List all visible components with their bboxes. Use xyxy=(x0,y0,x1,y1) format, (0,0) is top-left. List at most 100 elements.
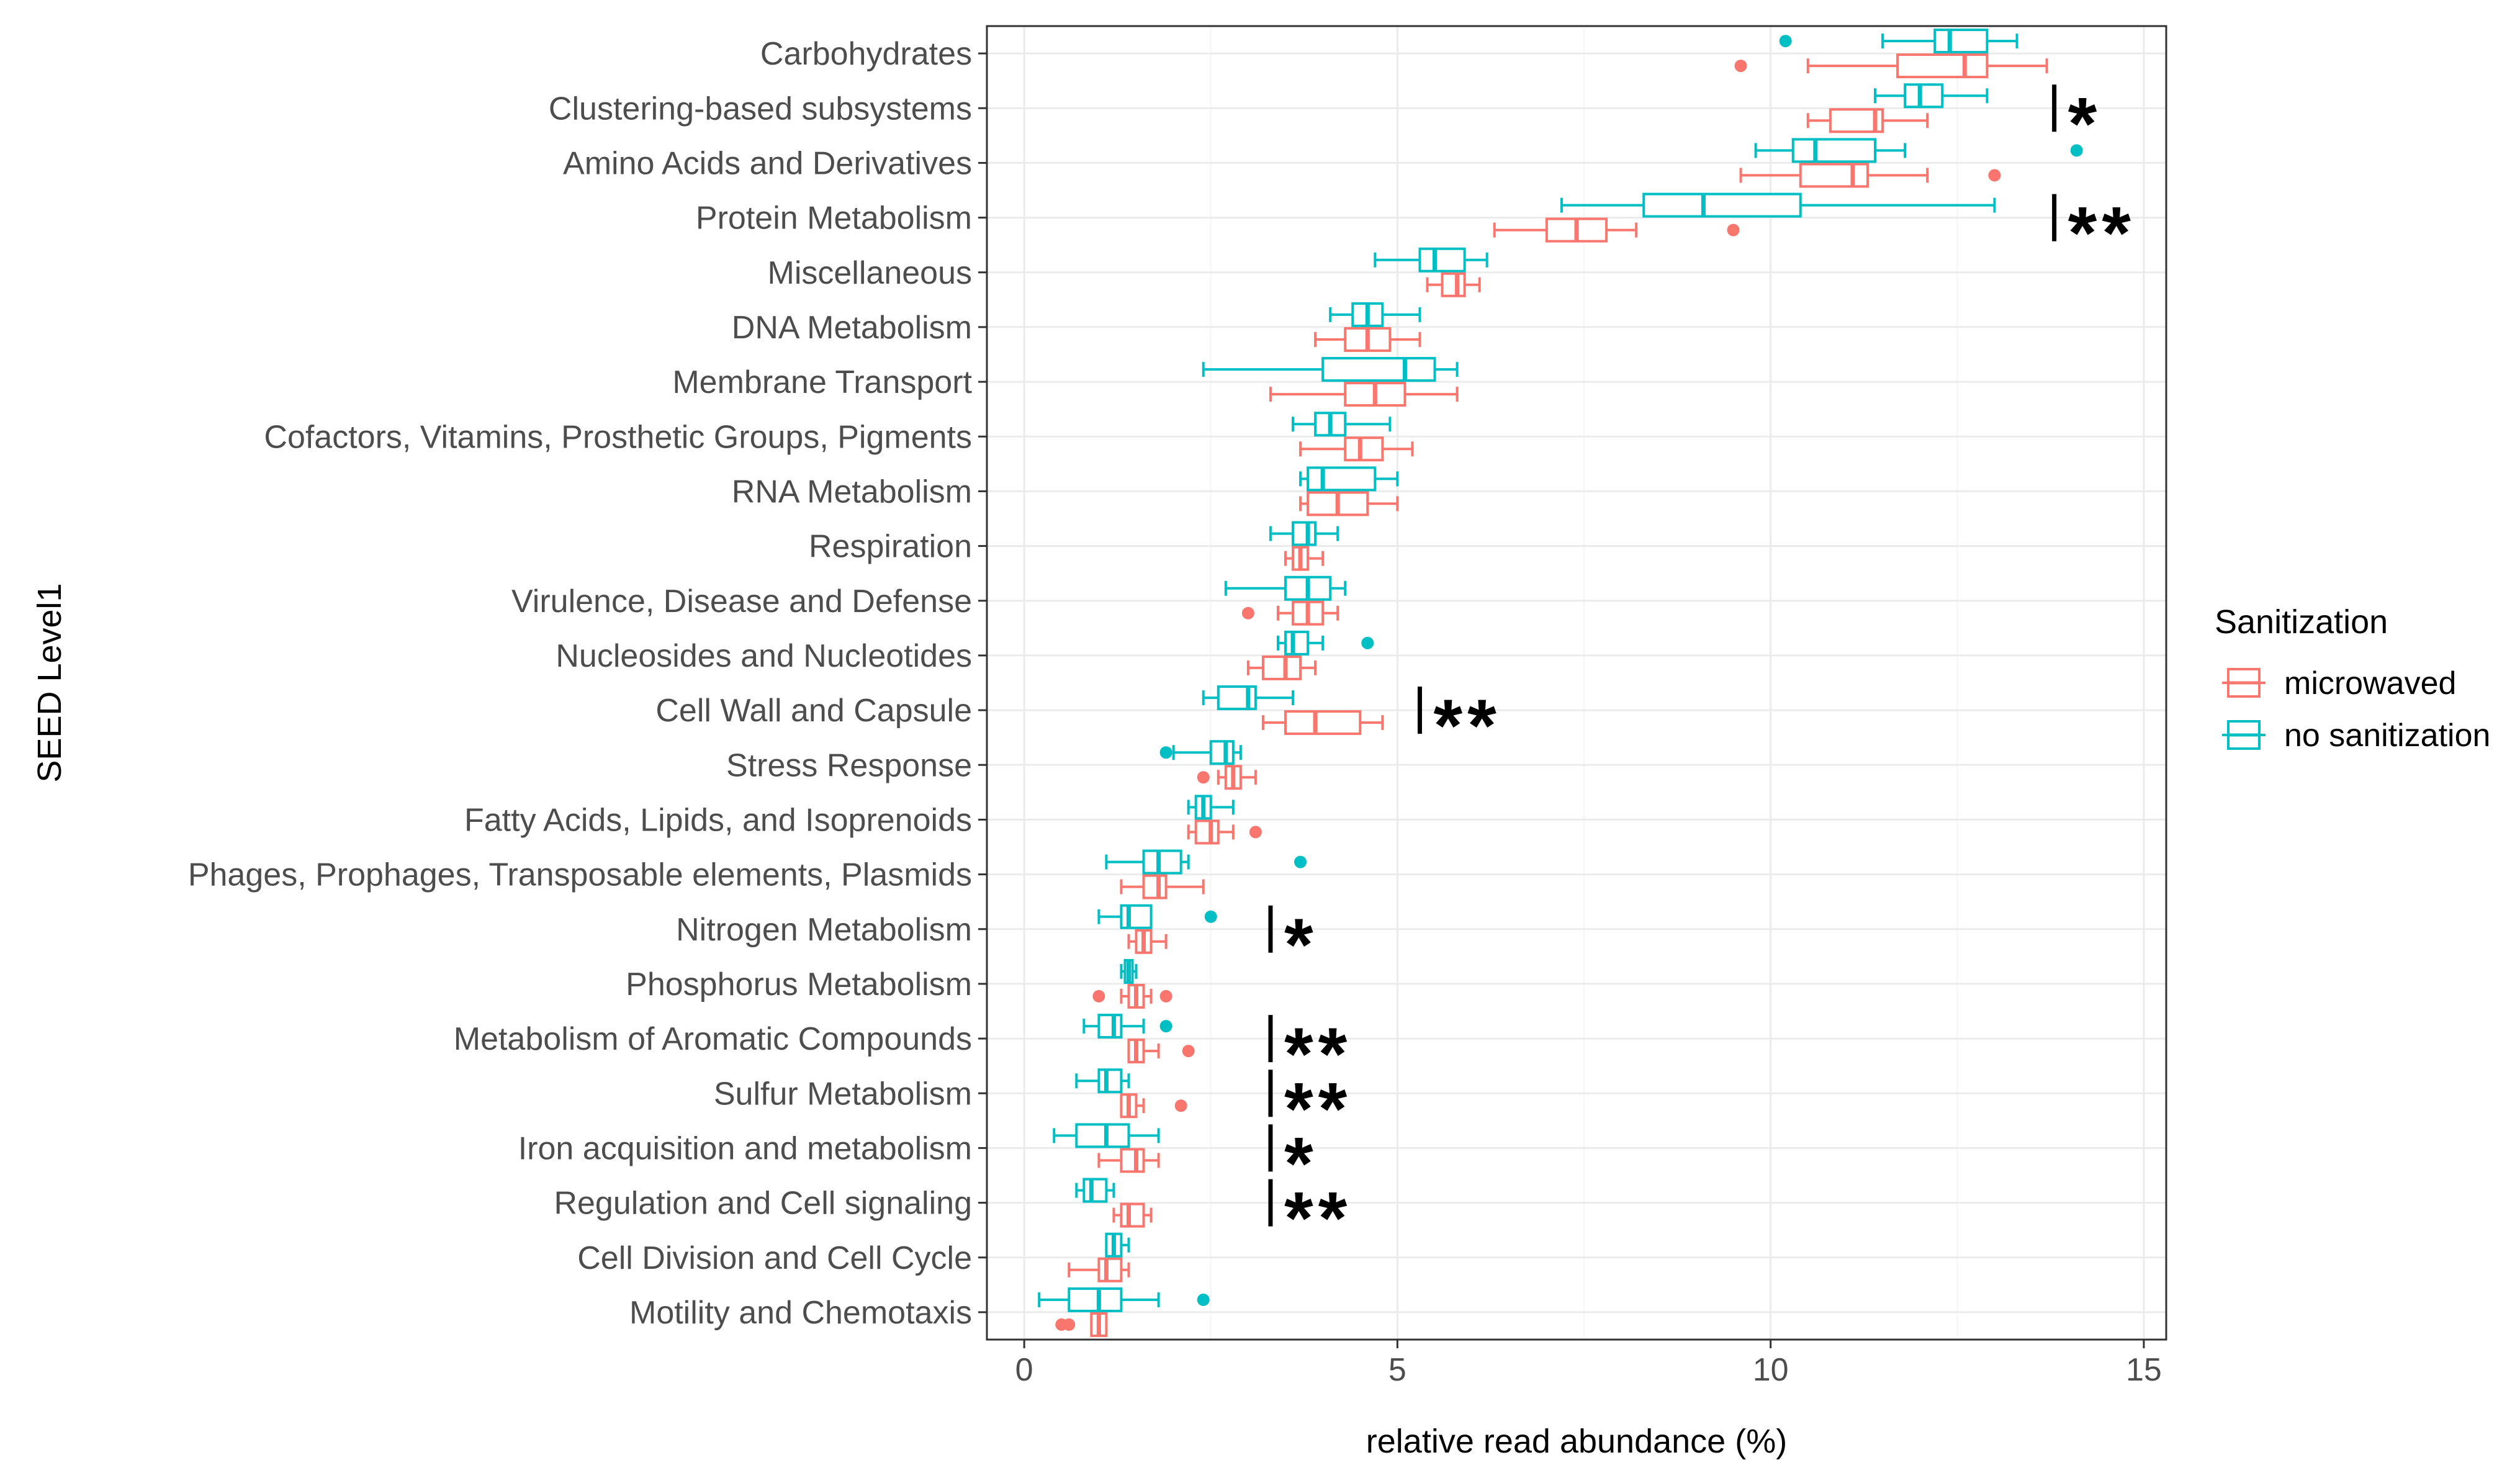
category-label: Miscellaneous xyxy=(768,255,973,291)
box-iqr xyxy=(1418,247,1466,273)
category-label: DNA Metabolism xyxy=(732,310,972,346)
box-microwaved xyxy=(1269,382,1459,407)
box-iqr xyxy=(1904,83,1944,109)
x-axis-title: relative read abundance (%) xyxy=(1366,1423,1787,1460)
box-microwaved xyxy=(1055,1312,1108,1337)
box-iqr xyxy=(1097,1257,1123,1282)
x-tick-label: 5 xyxy=(1388,1352,1406,1388)
plot-panel-border xyxy=(986,25,2167,1341)
box-no-sanitization xyxy=(1560,192,1996,218)
significance-stars: * xyxy=(1284,903,1318,986)
box-microwaved xyxy=(1493,217,1740,243)
box-microwaved xyxy=(1120,874,1205,899)
significance-stars: ** xyxy=(1284,1067,1352,1150)
outlier-point xyxy=(1361,636,1374,649)
legend-entry-microwaved: microwaved xyxy=(2222,665,2456,701)
box-iqr xyxy=(1097,1068,1123,1094)
category-label: Respiration xyxy=(809,529,972,565)
box-iqr xyxy=(1142,874,1168,899)
box-iqr xyxy=(1441,272,1466,297)
box-microwaved xyxy=(1299,436,1414,462)
legend-label: microwaved xyxy=(2284,665,2456,701)
outlier-point xyxy=(1779,35,1792,48)
box-iqr xyxy=(1791,138,1877,163)
box-iqr xyxy=(1261,655,1302,680)
box-no-sanitization xyxy=(1202,685,1295,711)
box-iqr xyxy=(1284,710,1362,736)
outlier-point xyxy=(1197,1293,1210,1306)
box-no-sanitization xyxy=(1754,138,2083,163)
box-microwaved xyxy=(1092,983,1172,1009)
x-tick-label: 15 xyxy=(2126,1352,2162,1388)
category-label: Carbohydrates xyxy=(760,36,972,72)
box-no-sanitization xyxy=(1276,630,1374,656)
significance-stars: ** xyxy=(1433,684,1501,767)
box-microwaved xyxy=(1120,1093,1187,1119)
box-microwaved xyxy=(1241,600,1339,626)
outlier-point xyxy=(1092,989,1105,1003)
box-iqr xyxy=(1120,1202,1145,1228)
category-label: Fatty Acids, Lipids, and Isoprenoids xyxy=(464,802,972,838)
box-iqr xyxy=(1082,1178,1108,1203)
box-microwaved xyxy=(1284,546,1325,571)
significance-stars: ** xyxy=(1284,1012,1352,1096)
box-microwaved xyxy=(1426,272,1481,297)
outlier-point xyxy=(1727,223,1740,237)
box-iqr xyxy=(1799,163,1869,188)
category-label: Amino Acids and Derivatives xyxy=(563,145,972,181)
outlier-point xyxy=(1063,1318,1076,1331)
category-label: Stress Response xyxy=(726,747,972,783)
category-label: RNA Metabolism xyxy=(732,474,972,510)
box-microwaved xyxy=(1127,1039,1195,1064)
box-iqr xyxy=(1194,819,1220,845)
box-iqr xyxy=(1120,1148,1145,1173)
box-microwaved xyxy=(1299,491,1399,516)
category-label: Metabolism of Aromatic Compounds xyxy=(454,1021,972,1057)
significance-annotations: ************* xyxy=(1268,82,2131,1260)
box-microwaved xyxy=(1739,163,2001,188)
y-axis-title: SEED Level1 xyxy=(31,583,68,782)
category-label: Virulence, Disease and Defense xyxy=(511,584,972,620)
box-iqr xyxy=(1120,904,1153,929)
outlier-point xyxy=(1249,826,1262,839)
box-iqr xyxy=(1068,1287,1123,1312)
box-microwaved xyxy=(1112,1202,1153,1228)
outlier-point xyxy=(1734,60,1747,73)
series-no-sanitization xyxy=(1038,29,2083,1312)
category-label: Membrane Transport xyxy=(672,364,972,400)
category-label: Cell Division and Cell Cycle xyxy=(577,1240,972,1276)
box-microwaved xyxy=(1734,53,2048,79)
box-microwaved xyxy=(1314,327,1421,352)
x-tick-label: 0 xyxy=(1015,1352,1033,1388)
category-label: Regulation and Cell signaling xyxy=(554,1186,972,1222)
outlier-point xyxy=(2070,144,2083,157)
axes: 0 5 10 15 Carbohydrates Clustering-based subs… xyxy=(188,36,2162,1388)
outlier-point xyxy=(1204,910,1217,923)
category-label: Motility and Chemotaxis xyxy=(629,1295,972,1331)
x-tick-label: 10 xyxy=(1753,1352,1789,1388)
outlier-point xyxy=(1182,1045,1195,1058)
box-no-sanitization xyxy=(1874,83,1989,109)
category-label: Sulfur Metabolism xyxy=(714,1076,972,1112)
outlier-point xyxy=(1159,746,1172,759)
box-microwaved xyxy=(1261,710,1384,736)
box-iqr xyxy=(1209,740,1235,765)
box-iqr xyxy=(1284,630,1310,656)
box-no-sanitization xyxy=(1097,904,1217,929)
box-no-sanitization xyxy=(1329,302,1421,327)
box-no-sanitization xyxy=(1159,740,1242,765)
legend: Sanitization microwaved no sanitization xyxy=(2215,603,2490,754)
category-label: Nucleosides and Nucleotides xyxy=(556,638,972,674)
box-iqr xyxy=(1097,1014,1123,1039)
outlier-point xyxy=(1159,989,1172,1003)
box-iqr xyxy=(1075,1123,1130,1148)
box-no-sanitization xyxy=(1374,247,1488,273)
outlier-point xyxy=(1159,1020,1172,1033)
legend-entry-no-sanitization: no sanitization xyxy=(2222,718,2490,754)
box-microwaved xyxy=(1806,108,1929,133)
box-no-sanitization xyxy=(1269,521,1339,546)
box-microwaved xyxy=(1197,765,1257,790)
outlier-point xyxy=(1241,606,1254,620)
